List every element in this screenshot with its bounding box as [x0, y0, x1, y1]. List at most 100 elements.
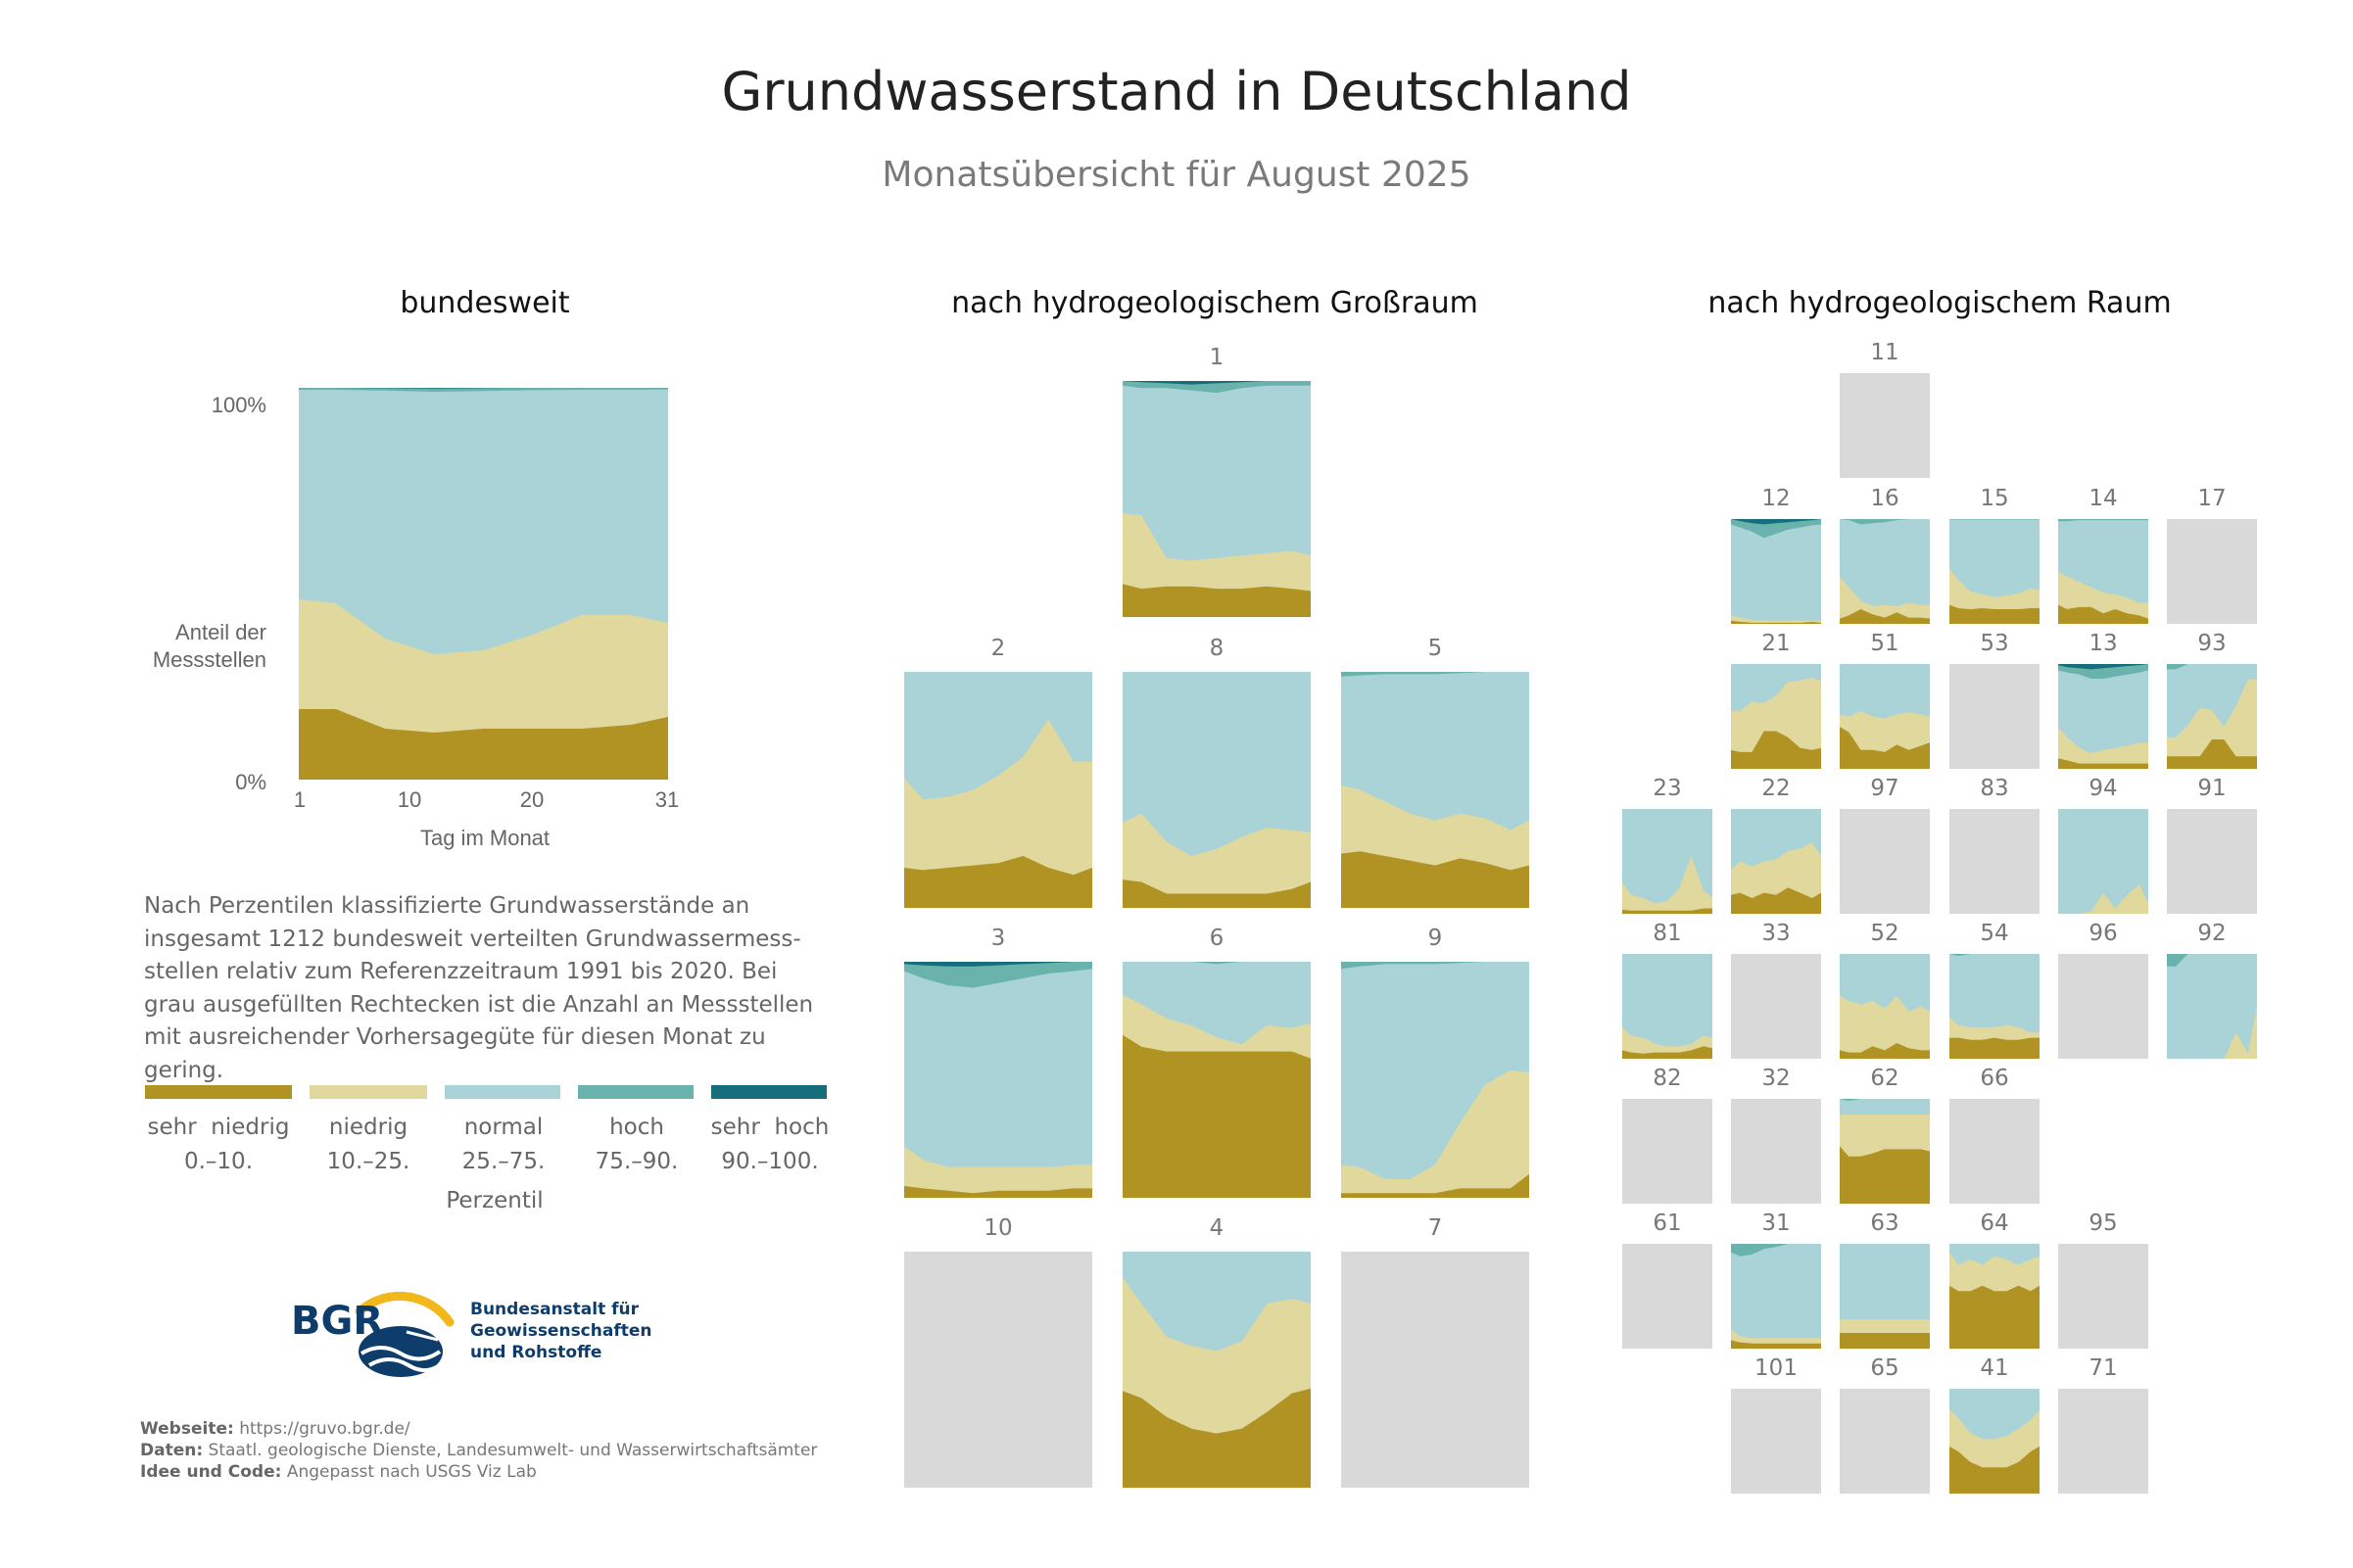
raum-panel-63: 63 [1840, 1211, 1930, 1349]
raum-panel-label: 23 [1653, 776, 1681, 801]
raum-panel-label: 11 [1870, 340, 1898, 365]
raum-panel-31-layer-normal [1731, 1244, 1821, 1349]
raum-panel-51-layer-sehr-niedrig [1840, 727, 1930, 769]
raum-panel-label: 93 [2197, 631, 2226, 656]
raum-panel-92-layer-niedrig [2167, 1006, 2257, 1059]
footer-code-value: Angepasst nach USGS Viz Lab [286, 1462, 537, 1482]
footer-data-value: Staatl. geologische Dienste, Landesumwel… [208, 1441, 818, 1460]
raum-panel-31-layer-sehr-niedrig [1731, 1340, 1821, 1349]
raum-panel-nodata [1840, 809, 1930, 914]
grossraum-panel-9-layer-niedrig [1341, 1069, 1529, 1198]
y-axis-top-label: 100% [211, 393, 266, 417]
raum-panel-52-layer-niedrig [1840, 995, 1930, 1059]
grossraum-panel-4: 4 [1123, 1215, 1311, 1488]
raum-panel-94-layer-normal [2058, 809, 2148, 914]
raum-panel-93-layer-sehr-niedrig [2167, 739, 2257, 769]
raum-panel-54: 54 [1949, 921, 2040, 1059]
raum-panel-nodata [2167, 809, 2257, 914]
raum-panel-65: 65 [1840, 1355, 1930, 1494]
raum-panel-label: 92 [2197, 921, 2226, 946]
raum-panel-label: 41 [1980, 1355, 2008, 1381]
legend-range: 10.–25. [326, 1149, 410, 1174]
national-chart [299, 388, 668, 780]
raum-panel-label: 13 [2089, 631, 2117, 656]
logo-acronym: BGR [291, 1299, 384, 1344]
grossraum-panel-label: 4 [1210, 1215, 1225, 1241]
grossraum-panel-label: 5 [1428, 636, 1443, 661]
footer-web-link[interactable]: https://gruvo.bgr.de/ [239, 1419, 410, 1439]
raum-panel-nodata [1731, 954, 1821, 1059]
raum-panel-16-layer-sehr-niedrig [1840, 609, 1930, 624]
raum-panel-label: 51 [1870, 631, 1898, 656]
legend-range: 75.–90. [595, 1149, 679, 1174]
raum-panel-label: 62 [1870, 1066, 1898, 1091]
grossraum-panel-1: 1 [1123, 345, 1311, 617]
raum-panel-15-layer-sehr-niedrig [1949, 604, 2040, 624]
raum-panel-95: 95 [2058, 1211, 2148, 1349]
raum-panel-16-layer-normal [1840, 519, 1930, 624]
raum-panel-23-layer-sehr-niedrig [1622, 908, 1712, 914]
raum-panel-11: 11 [1840, 340, 1930, 478]
legend-swatch-normal [445, 1085, 560, 1099]
y-axis-title-line2: Messstellen [152, 647, 266, 672]
raum-panel-label: 91 [2197, 776, 2226, 801]
grossraum-panel-7: 7 [1341, 1215, 1529, 1488]
raum-panel-21-layer-sehr-niedrig [1731, 731, 1821, 769]
national-chart-layer-sehr-niedrig [299, 709, 668, 780]
grossraum-panel-8-layer-niedrig [1123, 813, 1311, 908]
raum-panel-96: 96 [2058, 921, 2148, 1059]
x-axis-title: Tag im Monat [419, 826, 551, 850]
logo-text: Bundesanstalt für Geowissenschaften und … [470, 1299, 652, 1363]
raum-panel-53: 53 [1949, 631, 2040, 769]
legend-name: normal [463, 1115, 544, 1140]
x-tick-label: 10 [397, 787, 422, 812]
raum-panel-label: 83 [1980, 776, 2008, 801]
legend-range: 90.–100. [721, 1149, 819, 1174]
raum-panel-label: 33 [1761, 921, 1790, 946]
raum-panel-13-layer-niedrig [2058, 727, 2148, 769]
legend-item-niedrig: niedrig 10.–25. [300, 1111, 437, 1179]
grossraum-panel-nodata [904, 1252, 1092, 1488]
legend-name: sehr niedrig [147, 1115, 290, 1140]
legend-name: sehr hoch [710, 1115, 830, 1140]
legend-swatch-niedrig [310, 1085, 427, 1099]
grossraum-panel-2: 2 [904, 636, 1092, 908]
grossraum-panel-6: 6 [1123, 926, 1311, 1198]
legend-item-hoch: hoch 75.–90. [568, 1111, 705, 1179]
raum-panel-14: 14 [2058, 486, 2148, 624]
raum-panel-31: 31 [1731, 1211, 1821, 1349]
raum-panel-label: 63 [1870, 1211, 1898, 1236]
raum-panel-93-layer-niedrig [2167, 680, 2257, 769]
raum-panel-15: 15 [1949, 486, 2040, 624]
raum-panel-33: 33 [1731, 921, 1821, 1059]
page-title: Grundwasserstand in Deutschland [721, 61, 1632, 122]
grossraum-panel-4-layer-sehr-niedrig [1123, 1388, 1311, 1488]
raum-panel-94-layer-niedrig [2058, 884, 2148, 914]
grossraum-panel-2-layer-niedrig [904, 719, 1092, 908]
bgr-logo-graphic [355, 1291, 455, 1377]
section-title-large-regions: nach hydrogeologischem Großraum [951, 286, 1478, 320]
raum-panel-22: 22 [1731, 776, 1821, 914]
raum-panel-label: 96 [2089, 921, 2117, 946]
raum-panel-13-layer-sehr-niedrig [2058, 758, 2148, 769]
grossraum-panel-3-layer-niedrig [904, 1146, 1092, 1198]
raum-panel-14-layer-sehr-niedrig [2058, 604, 2148, 624]
raum-panel-22-layer-sehr-niedrig [1731, 887, 1821, 914]
raum-panel-label: 64 [1980, 1211, 2008, 1236]
y-axis-bottom-label: 0% [235, 770, 266, 794]
raum-panel-62-layer-sehr-niedrig [1840, 1146, 1930, 1204]
grossraum-panel-label: 8 [1210, 636, 1225, 661]
raum-panel-32: 32 [1731, 1066, 1821, 1204]
raum-panel-63-layer-sehr-niedrig [1840, 1333, 1930, 1349]
x-tick-label: 31 [654, 787, 680, 812]
grossraum-panel-1-layer-sehr-niedrig [1123, 584, 1311, 617]
raum-panel-93: 93 [2167, 631, 2257, 769]
grossraum-panel-9: 9 [1341, 926, 1529, 1198]
logo-name-line1: Bundesanstalt für [470, 1300, 640, 1319]
raum-panel-81: 81 [1622, 921, 1712, 1059]
grossraum-panel-5: 5 [1341, 636, 1529, 908]
raum-panel-label: 53 [1980, 631, 2008, 656]
raum-panel-64-layer-sehr-niedrig [1949, 1285, 2040, 1349]
raum-panel-64: 64 [1949, 1211, 2040, 1349]
footer-data-label: Daten: [140, 1441, 204, 1460]
